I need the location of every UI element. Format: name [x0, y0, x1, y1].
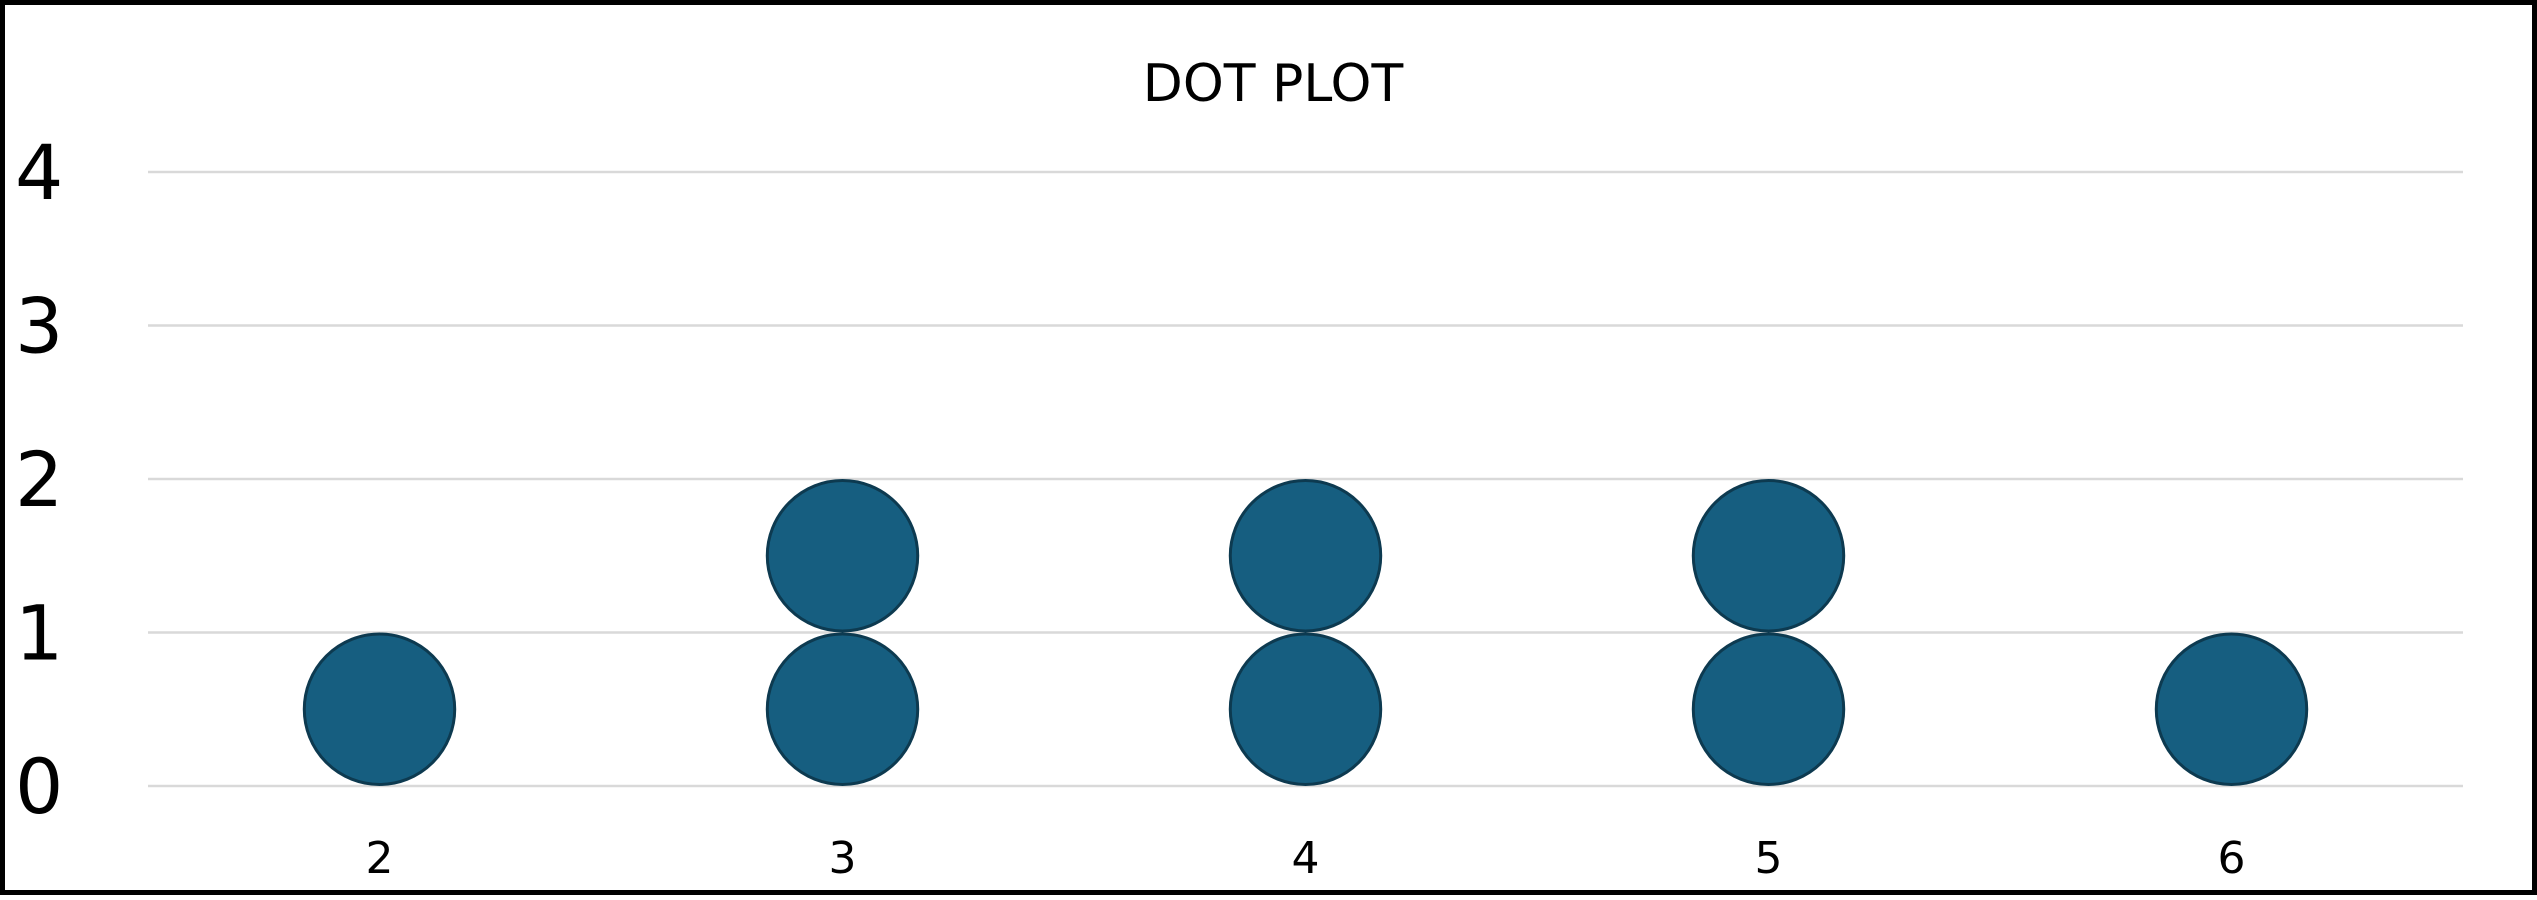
y-tick-label: 1: [15, 589, 63, 678]
dot-point: [302, 632, 457, 786]
dot-point: [2154, 632, 2309, 786]
dot-point: [765, 632, 920, 786]
dot-plot-chart: DOT PLOT 0 1 2 3 4 2 3 4 5 6: [15, 54, 2463, 884]
chart-title: DOT PLOT: [1143, 54, 1404, 114]
y-tick-label: 3: [15, 282, 63, 371]
dot-point: [1691, 479, 1846, 633]
y-tick-label: 0: [15, 742, 63, 831]
dot-point: [1228, 632, 1383, 786]
x-tick-label: 4: [1292, 833, 1320, 884]
x-tick-label: 2: [366, 833, 394, 884]
gridlines: [148, 170, 2463, 788]
y-tick-label: 4: [15, 128, 63, 217]
dot-series: [302, 479, 2309, 786]
x-tick-label: 3: [829, 833, 857, 884]
dot-point: [1228, 479, 1383, 633]
y-axis-ticks: 0 1 2 3 4: [15, 128, 63, 831]
dot-point: [765, 479, 920, 633]
y-tick-label: 2: [15, 435, 63, 524]
x-axis-ticks: 2 3 4 5 6: [366, 833, 2246, 884]
x-tick-label: 5: [1755, 833, 1783, 884]
x-tick-label: 6: [2218, 833, 2246, 884]
dot-point: [1691, 632, 1846, 786]
